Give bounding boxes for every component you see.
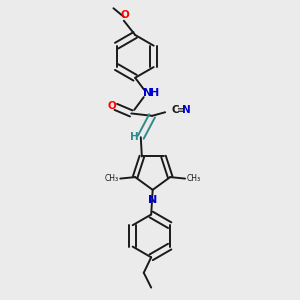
- Text: H: H: [130, 132, 139, 142]
- Text: H: H: [150, 88, 160, 98]
- Text: CH₃: CH₃: [105, 174, 119, 183]
- Text: N: N: [182, 105, 190, 115]
- Text: N: N: [148, 195, 157, 205]
- Text: N: N: [143, 88, 152, 98]
- Text: O: O: [107, 101, 116, 111]
- Text: ≡: ≡: [177, 105, 185, 115]
- Text: C: C: [172, 105, 180, 115]
- Text: CH₃: CH₃: [186, 174, 200, 183]
- Text: O: O: [120, 10, 129, 20]
